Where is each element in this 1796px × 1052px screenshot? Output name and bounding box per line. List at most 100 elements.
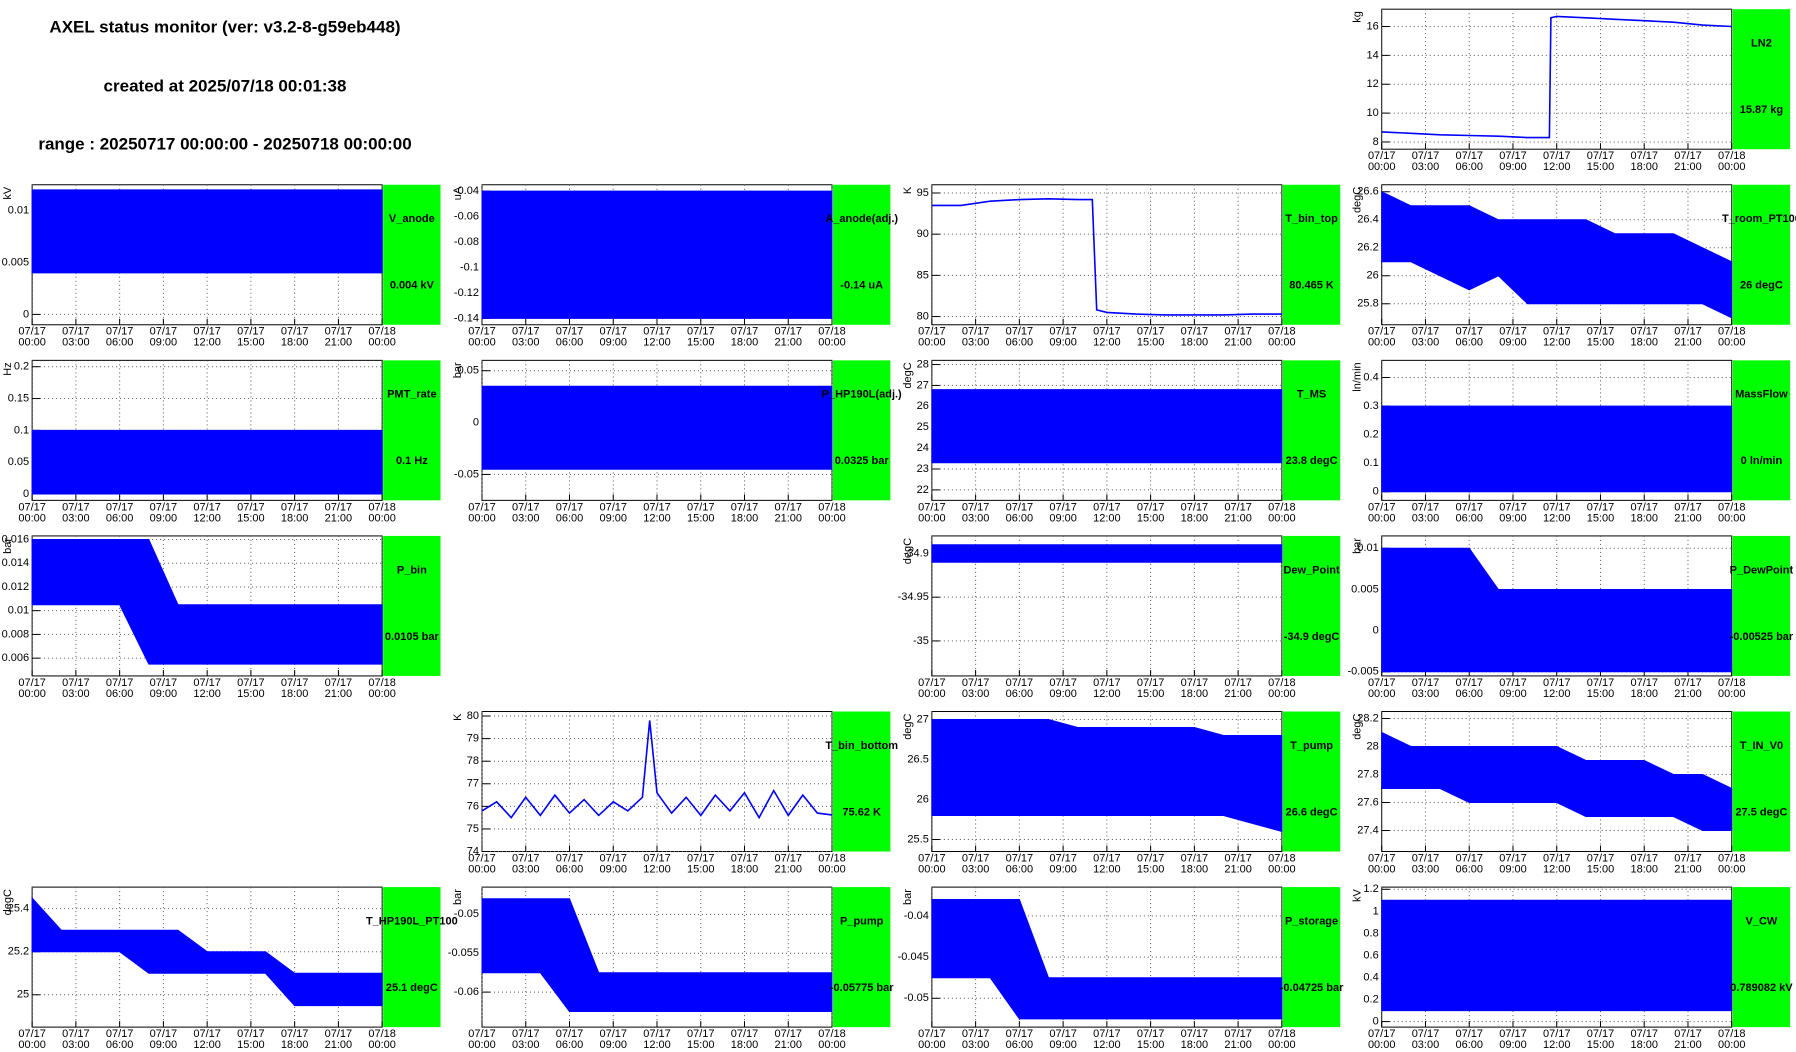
- y-tick-label: -35: [913, 635, 929, 647]
- x-tick-date: 07/18: [1268, 677, 1296, 689]
- x-tick-time: 00:00: [1368, 1039, 1396, 1051]
- x-tick-date: 07/17: [1368, 150, 1396, 162]
- x-tick-date: 07/17: [1587, 1028, 1615, 1040]
- y-tick-label: 0.005: [1351, 583, 1379, 595]
- x-tick-time: 18:00: [281, 1039, 309, 1051]
- x-tick-time: 06:00: [1006, 1039, 1034, 1051]
- x-tick-time: 15:00: [237, 512, 265, 524]
- y-tick-label: 95: [917, 187, 929, 199]
- panel: -0.05-0.045-0.0407/1700:0007/1703:0007/1…: [898, 886, 1344, 1051]
- status-box: [833, 184, 891, 325]
- y-tick-label: 28: [917, 358, 929, 370]
- x-tick-date: 07/17: [237, 501, 265, 513]
- x-tick-time: 00:00: [368, 688, 396, 700]
- panel-value: 0.0325 bar: [835, 455, 890, 467]
- x-tick-date: 07/18: [1268, 1028, 1296, 1040]
- x-tick-time: 15:00: [1587, 337, 1615, 349]
- x-tick-date: 07/18: [1718, 150, 1746, 162]
- x-tick-date: 07/17: [193, 326, 221, 338]
- panel-name: P_HP190L(adj.): [822, 389, 902, 401]
- x-tick-time: 09:00: [1499, 863, 1527, 875]
- y-tick-label: 10: [1366, 107, 1378, 119]
- panel-name: T_bin_bottom: [825, 740, 898, 752]
- x-tick-date: 07/17: [18, 326, 46, 338]
- x-tick-date: 07/17: [643, 852, 671, 864]
- y-tick-label: 0.005: [2, 256, 30, 268]
- y-tick-label: 24: [917, 442, 929, 454]
- x-tick-date: 07/17: [1455, 150, 1483, 162]
- x-tick-date: 07/17: [1412, 150, 1440, 162]
- x-tick-date: 07/17: [1630, 501, 1658, 513]
- x-tick-time: 06:00: [106, 337, 134, 349]
- panel-value: 23.8 degC: [1286, 455, 1338, 467]
- x-tick-time: 00:00: [1268, 512, 1296, 524]
- x-tick-time: 15:00: [1587, 863, 1615, 875]
- x-tick-time: 00:00: [818, 337, 846, 349]
- x-tick-time: 15:00: [1137, 863, 1165, 875]
- x-tick-date: 07/18: [1268, 501, 1296, 513]
- x-tick-date: 07/17: [1006, 677, 1034, 689]
- x-tick-date: 07/17: [1587, 501, 1615, 513]
- x-tick-time: 18:00: [1630, 688, 1658, 700]
- y-axis-unit: kV: [2, 186, 14, 200]
- y-tick-label: 80: [467, 710, 479, 722]
- x-tick-date: 07/17: [1181, 677, 1209, 689]
- y-tick-label: 90: [917, 228, 929, 240]
- y-tick-label: -0.05: [454, 908, 479, 920]
- x-tick-time: 12:00: [1543, 161, 1571, 173]
- x-tick-date: 07/18: [1268, 326, 1296, 338]
- panel-name: T_pump: [1290, 740, 1333, 752]
- x-tick-date: 07/18: [818, 326, 846, 338]
- y-axis-unit: kV: [1352, 888, 1364, 902]
- y-tick-label: 27.8: [1357, 768, 1378, 780]
- y-tick-label: 1.2: [1363, 883, 1378, 895]
- x-tick-time: 09:00: [150, 688, 178, 700]
- x-tick-date: 07/17: [962, 1028, 990, 1040]
- status-box: [833, 711, 891, 852]
- x-tick-time: 09:00: [599, 512, 627, 524]
- y-tick-label: 0.01: [8, 605, 29, 617]
- panel-name: P_bin: [397, 564, 427, 576]
- x-tick-date: 07/17: [1137, 852, 1165, 864]
- x-tick-date: 07/17: [1006, 852, 1034, 864]
- x-tick-time: 18:00: [1181, 688, 1209, 700]
- x-tick-date: 07/17: [1224, 501, 1252, 513]
- x-tick-time: 21:00: [774, 512, 802, 524]
- y-tick-label: 80: [917, 310, 929, 322]
- x-tick-time: 12:00: [193, 337, 221, 349]
- x-tick-time: 00:00: [1718, 161, 1746, 173]
- x-tick-time: 00:00: [1718, 863, 1746, 875]
- x-tick-date: 07/17: [62, 501, 90, 513]
- x-tick-date: 07/17: [731, 852, 759, 864]
- x-tick-date: 07/17: [1674, 677, 1702, 689]
- x-tick-date: 07/17: [556, 1028, 584, 1040]
- x-tick-date: 07/17: [18, 501, 46, 513]
- y-tick-label: 23: [917, 463, 929, 475]
- x-tick-date: 07/17: [1455, 852, 1483, 864]
- x-tick-date: 07/17: [468, 1028, 496, 1040]
- x-tick-date: 07/17: [106, 326, 134, 338]
- x-tick-time: 03:00: [1412, 863, 1440, 875]
- y-tick-label: 0.008: [2, 628, 30, 640]
- x-tick-time: 00:00: [18, 337, 46, 349]
- panel: 2223242526272807/1700:0007/1703:0007/170…: [902, 358, 1341, 524]
- x-tick-date: 07/17: [237, 1028, 265, 1040]
- y-tick-label: 27.4: [1357, 824, 1378, 836]
- x-tick-time: 18:00: [1630, 512, 1658, 524]
- x-tick-time: 12:00: [1543, 512, 1571, 524]
- data-band: [931, 719, 1283, 833]
- x-tick-time: 00:00: [818, 1039, 846, 1051]
- x-tick-time: 03:00: [1412, 337, 1440, 349]
- x-tick-time: 12:00: [1543, 1039, 1571, 1051]
- x-tick-date: 07/17: [1368, 677, 1396, 689]
- panel: 7475767778798007/1700:0007/1703:0007/170…: [452, 710, 898, 875]
- x-tick-date: 07/18: [1718, 326, 1746, 338]
- y-axis-unit: bar: [452, 889, 464, 905]
- x-tick-time: 12:00: [1093, 337, 1121, 349]
- x-tick-time: 03:00: [62, 512, 90, 524]
- x-tick-date: 07/17: [1181, 501, 1209, 513]
- x-tick-time: 03:00: [512, 1039, 540, 1051]
- x-tick-time: 00:00: [918, 512, 946, 524]
- y-tick-label: 85: [917, 269, 929, 281]
